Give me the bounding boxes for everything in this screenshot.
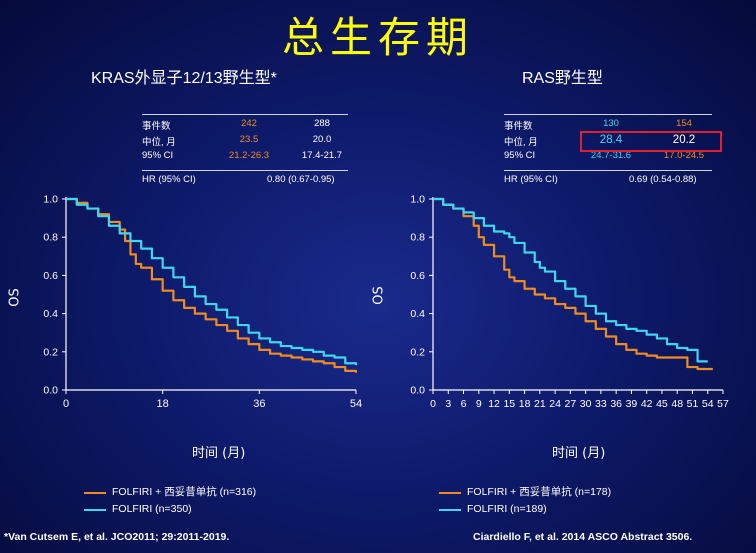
events-value-folfiri: 154 xyxy=(676,118,692,129)
events-label: 事件数 xyxy=(504,121,533,132)
right-x-axis-label: 时间 (月) xyxy=(552,446,606,461)
x-tick-label: 27 xyxy=(565,398,577,410)
y-tick-label: 1.0 xyxy=(410,194,425,206)
y-tick-label: 0.4 xyxy=(43,308,58,320)
median-value-folfiri: 20.0 xyxy=(312,134,332,145)
x-tick-label: 21 xyxy=(534,398,546,410)
legend-label: FOLFIRI (n=189) xyxy=(467,503,547,515)
left-subtitle: KRAS外显子12/13野生型* xyxy=(91,70,277,87)
left-x-axis-label: 时间 (月) xyxy=(192,446,246,461)
ci-value-folfiri: 17.4-21.7 xyxy=(301,150,343,161)
events-value-cetuximab: 130 xyxy=(603,118,619,129)
ci-value-folfiri: 17.0-24.5 xyxy=(663,150,705,161)
x-tick-label: 18 xyxy=(157,398,169,410)
legend-label: FOLFIRI (n=350) xyxy=(112,503,192,515)
events-value-cetuximab: 242 xyxy=(241,118,257,129)
right-subtitle: RAS野生型 xyxy=(522,70,603,87)
right-legend: FOLFIRI + 西妥昔单抗 (n=178) FOLFIRI (n=189) xyxy=(439,484,611,518)
x-tick-label: 39 xyxy=(626,398,638,410)
left-km-chart: 0.0 0.2 0.4 0.6 0.8 1.0 0 18 36 54 xyxy=(43,194,362,411)
x-tick-label: 48 xyxy=(671,398,683,410)
x-tick-label: 3 xyxy=(445,398,451,410)
hr-label: HR (95% CI) xyxy=(142,174,196,185)
legend-item-folfiri: FOLFIRI (n=350) xyxy=(84,501,256,518)
y-tick-label: 1.0 xyxy=(43,194,58,206)
x-tick-label: 9 xyxy=(476,398,482,410)
right-footnote: Ciardiello F, et al. 2014 ASCO Abstract … xyxy=(473,531,693,543)
y-tick-label: 0.8 xyxy=(43,232,58,244)
slide-title: 总生存期 xyxy=(281,13,474,62)
events-value-folfiri: 288 xyxy=(314,118,330,129)
x-tick-label: 42 xyxy=(641,398,653,410)
ci-label: 95% CI xyxy=(142,150,174,161)
x-tick-label: 0 xyxy=(63,398,69,410)
ci-value-cetuximab: 24.7-31.6 xyxy=(590,150,632,161)
series-line-folfiri xyxy=(66,197,358,366)
y-tick-label: 0.6 xyxy=(43,270,58,282)
x-tick-label: 18 xyxy=(519,398,531,410)
x-tick-label: 33 xyxy=(595,398,607,410)
legend-swatch-cyan xyxy=(84,509,106,511)
x-tick-label: 45 xyxy=(656,398,668,410)
right-stats-table: 事件数 130 154 中位, 月 28.4 20.2 95% CI 24.7-… xyxy=(504,114,716,194)
y-tick-label: 0.0 xyxy=(410,385,425,397)
legend-item-folfiri: FOLFIRI (n=189) xyxy=(439,501,611,518)
x-tick-label: 54 xyxy=(350,398,362,410)
series-line-folfiri xyxy=(433,197,708,363)
x-tick-label: 12 xyxy=(488,398,500,410)
ci-value-cetuximab: 21.2-26.3 xyxy=(228,150,270,161)
median-value-cetuximab: 23.5 xyxy=(239,134,259,145)
left-stats-table: 事件数 242 288 中位, 月 23.5 20.0 95% CI 21.2-… xyxy=(142,114,352,194)
left-footnote: *Van Cutsem E, et al. JCO2011; 29:2011-2… xyxy=(4,531,230,543)
x-tick-label: 30 xyxy=(580,398,592,410)
right-km-chart: 0.00.20.40.60.81.00 3 6 9 12 15 18 21 24 27 30 33 36… xyxy=(410,194,729,411)
y-tick-label: 0.6 xyxy=(410,270,425,282)
y-tick-label: 0.2 xyxy=(410,346,425,358)
median-value-folfiri: 20.2 xyxy=(672,134,696,146)
median-value-cetuximab: 28.4 xyxy=(599,134,623,146)
legend-item-cetuximab: FOLFIRI + 西妥昔单抗 (n=178) xyxy=(439,484,611,501)
median-label: 中位, 月 xyxy=(142,137,176,148)
x-tick-label: 15 xyxy=(503,398,515,410)
x-tick-label: 36 xyxy=(253,398,265,410)
y-tick-label: 0.8 xyxy=(410,232,425,244)
series-line-cetuximab xyxy=(433,197,713,371)
x-tick-label: 57 xyxy=(717,398,729,410)
legend-swatch-orange xyxy=(439,492,461,494)
median-label: 中位, 月 xyxy=(504,137,538,148)
y-tick-label: 0.2 xyxy=(43,346,58,358)
stats-top-rule xyxy=(504,114,712,115)
y-tick-label: 0.0 xyxy=(43,385,58,397)
events-label: 事件数 xyxy=(142,121,171,132)
stats-mid-rule xyxy=(142,170,348,171)
legend-item-cetuximab: FOLFIRI + 西妥昔单抗 (n=316) xyxy=(84,484,256,501)
stats-top-rule xyxy=(142,114,348,115)
x-tick-label: 0 xyxy=(430,398,436,410)
right-y-axis-label: OS xyxy=(371,286,387,305)
median-highlight-box xyxy=(580,131,722,152)
x-tick-label: 24 xyxy=(549,398,561,410)
left-y-axis-label: OS xyxy=(7,288,23,307)
legend-swatch-orange xyxy=(84,492,106,494)
stats-mid-rule xyxy=(504,170,712,171)
x-tick-label: 6 xyxy=(461,398,467,410)
legend-label: FOLFIRI + 西妥昔单抗 (n=316) xyxy=(112,486,257,498)
x-tick-label: 51 xyxy=(687,398,699,410)
y-tick-label: 0.4 xyxy=(410,308,425,320)
hr-label: HR (95% CI) xyxy=(504,174,558,185)
x-tick-label: 54 xyxy=(702,398,714,410)
hr-value: 0.80 (0.67-0.95) xyxy=(267,174,335,185)
hr-value: 0.69 (0.54-0.88) xyxy=(629,174,697,185)
left-legend: FOLFIRI + 西妥昔单抗 (n=316) FOLFIRI (n=350) xyxy=(84,484,256,518)
x-tick-label: 36 xyxy=(610,398,622,410)
ci-label: 95% CI xyxy=(504,150,536,161)
legend-label: FOLFIRI + 西妥昔单抗 (n=178) xyxy=(467,486,612,498)
legend-swatch-cyan xyxy=(439,509,461,511)
